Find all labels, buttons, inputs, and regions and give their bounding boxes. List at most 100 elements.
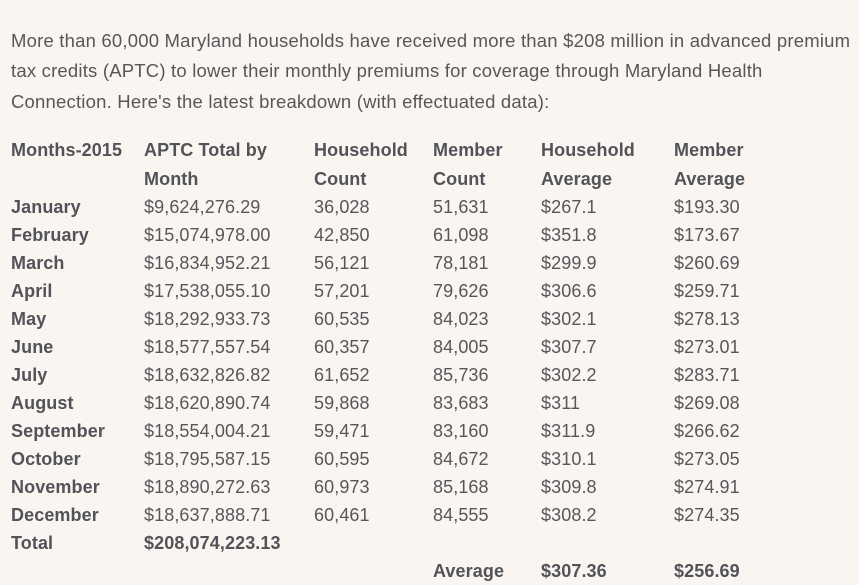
cell-household-average: $310.1 xyxy=(541,449,597,469)
table-row: November $18,890,272.63 60,973 85,168 $309.8… xyxy=(11,473,849,501)
cell-household-average: $302.2 xyxy=(541,365,597,385)
cell-member-average: $273.05 xyxy=(674,449,740,469)
table-average-row: Average $307.36 $256.69 xyxy=(11,557,849,585)
cell-household-average: $311.9 xyxy=(541,421,596,441)
table-rows: January $9,624,276.29 36,028 51,631 $267.1 $1… xyxy=(11,193,849,529)
cell-aptc-total: $18,577,557.54 xyxy=(144,337,271,357)
cell-member-average: $273.01 xyxy=(674,337,740,357)
header-months-2015: Months-2015 xyxy=(11,140,123,160)
cell-household-count: 60,973 xyxy=(314,477,370,497)
cell-household-average: $309.8 xyxy=(541,477,597,497)
cell-household-count: 61,652 xyxy=(314,365,370,385)
cell-month: October xyxy=(11,449,81,469)
cell-member-average: $283.71 xyxy=(674,365,740,385)
header-household-count: Household Count xyxy=(314,140,408,189)
cell-member-count: 85,168 xyxy=(433,477,489,497)
table-header-row: Months-2015 APTC Total by Month Househol… xyxy=(11,136,849,193)
header-member-count: Member Count xyxy=(433,140,503,189)
cell-member-average: $193.30 xyxy=(674,197,740,217)
cell-household-count: 60,535 xyxy=(314,309,370,329)
cell-household-count: 59,868 xyxy=(314,393,370,413)
cell-month: June xyxy=(11,337,54,357)
average-empty-cell xyxy=(314,557,433,585)
cell-aptc-total: $18,292,933.73 xyxy=(144,309,271,329)
table-row: May $18,292,933.73 60,535 84,023 $302.1 $278.… xyxy=(11,305,849,333)
cell-household-count: 57,201 xyxy=(314,281,370,301)
cell-household-average: $302.1 xyxy=(541,309,597,329)
cell-member-average: $278.13 xyxy=(674,309,740,329)
total-empty-cell xyxy=(541,529,674,557)
cell-member-count: 61,098 xyxy=(433,225,489,245)
cell-member-count: 84,672 xyxy=(433,449,489,469)
average-member-value: $256.69 xyxy=(674,561,740,581)
cell-member-count: 85,736 xyxy=(433,365,489,385)
cell-member-count: 79,626 xyxy=(433,281,489,301)
cell-aptc-total: $18,554,004.21 xyxy=(144,421,271,441)
average-empty-cell xyxy=(11,557,144,585)
cell-household-count: 60,461 xyxy=(314,505,370,525)
cell-member-count: 84,023 xyxy=(433,309,489,329)
total-empty-cell xyxy=(433,529,541,557)
total-empty-cell xyxy=(674,529,849,557)
cell-month: November xyxy=(11,477,100,497)
cell-household-count: 36,028 xyxy=(314,197,370,217)
cell-household-average: $308.2 xyxy=(541,505,597,525)
cell-household-average: $307.7 xyxy=(541,337,597,357)
average-label: Average xyxy=(433,561,505,581)
cell-member-count: 84,555 xyxy=(433,505,489,525)
cell-member-average: $259.71 xyxy=(674,281,740,301)
table-row: July $18,632,826.82 61,652 85,736 $302.2 $283… xyxy=(11,361,849,389)
cell-household-count: 56,121 xyxy=(314,253,370,273)
cell-month: April xyxy=(11,281,53,301)
table-row: August $18,620,890.74 59,868 83,683 $311 $269… xyxy=(11,389,849,417)
cell-month: January xyxy=(11,197,81,217)
cell-member-average: $269.08 xyxy=(674,393,740,413)
cell-aptc-total: $18,890,272.63 xyxy=(144,477,271,497)
cell-member-average: $274.91 xyxy=(674,477,740,497)
total-empty-cell xyxy=(314,529,433,557)
table-row: December $18,637,888.71 60,461 84,555 $308.2… xyxy=(11,501,849,529)
cell-month: May xyxy=(11,309,47,329)
cell-aptc-total: $18,632,826.82 xyxy=(144,365,271,385)
cell-month: September xyxy=(11,421,105,441)
cell-household-average: $299.9 xyxy=(541,253,597,273)
cell-household-average: $267.1 xyxy=(541,197,597,217)
header-member-average: Member Average xyxy=(674,140,746,189)
cell-aptc-total: $15,074,978.00 xyxy=(144,225,271,245)
cell-member-count: 51,631 xyxy=(433,197,489,217)
average-household-value: $307.36 xyxy=(541,561,607,581)
header-household-average: Household Average xyxy=(541,140,635,189)
cell-month: March xyxy=(11,253,65,273)
table-total-row: Total $208,074,223.13 xyxy=(11,529,849,557)
cell-household-count: 60,595 xyxy=(314,449,370,469)
cell-member-count: 78,181 xyxy=(433,253,489,273)
cell-aptc-total: $18,637,888.71 xyxy=(144,505,271,525)
cell-member-average: $173.67 xyxy=(674,225,740,245)
cell-household-average: $306.6 xyxy=(541,281,597,301)
cell-member-count: 83,683 xyxy=(433,393,489,413)
cell-member-average: $260.69 xyxy=(674,253,740,273)
cell-household-count: 42,850 xyxy=(314,225,370,245)
cell-month: February xyxy=(11,225,89,245)
cell-household-average: $351.8 xyxy=(541,225,597,245)
cell-aptc-total: $18,795,587.15 xyxy=(144,449,271,469)
total-aptc-value: $208,074,223.13 xyxy=(144,533,281,553)
cell-month: August xyxy=(11,393,74,413)
cell-month: December xyxy=(11,505,99,525)
header-aptc-total-by-month: APTC Total by Month xyxy=(144,140,267,189)
table-row: September $18,554,004.21 59,471 83,160 $311.… xyxy=(11,417,849,445)
cell-aptc-total: $17,538,055.10 xyxy=(144,281,271,301)
table-row: January $9,624,276.29 36,028 51,631 $267.1 $1… xyxy=(11,193,849,221)
cell-aptc-total: $9,624,276.29 xyxy=(144,197,261,217)
cell-member-count: 84,005 xyxy=(433,337,489,357)
table-row: March $16,834,952.21 56,121 78,181 $299.9 $26… xyxy=(11,249,849,277)
table-row: June $18,577,557.54 60,357 84,005 $307.7 $273… xyxy=(11,333,849,361)
cell-aptc-total: $16,834,952.21 xyxy=(144,253,271,273)
table-row: October $18,795,587.15 60,595 84,672 $310.1 $… xyxy=(11,445,849,473)
cell-member-count: 83,160 xyxy=(433,421,489,441)
total-label: Total xyxy=(11,533,54,553)
cell-month: July xyxy=(11,365,48,385)
table-row: April $17,538,055.10 57,201 79,626 $306.6 $25… xyxy=(11,277,849,305)
cell-household-count: 59,471 xyxy=(314,421,370,441)
table-row: February $15,074,978.00 42,850 61,098 $351.8… xyxy=(11,221,849,249)
